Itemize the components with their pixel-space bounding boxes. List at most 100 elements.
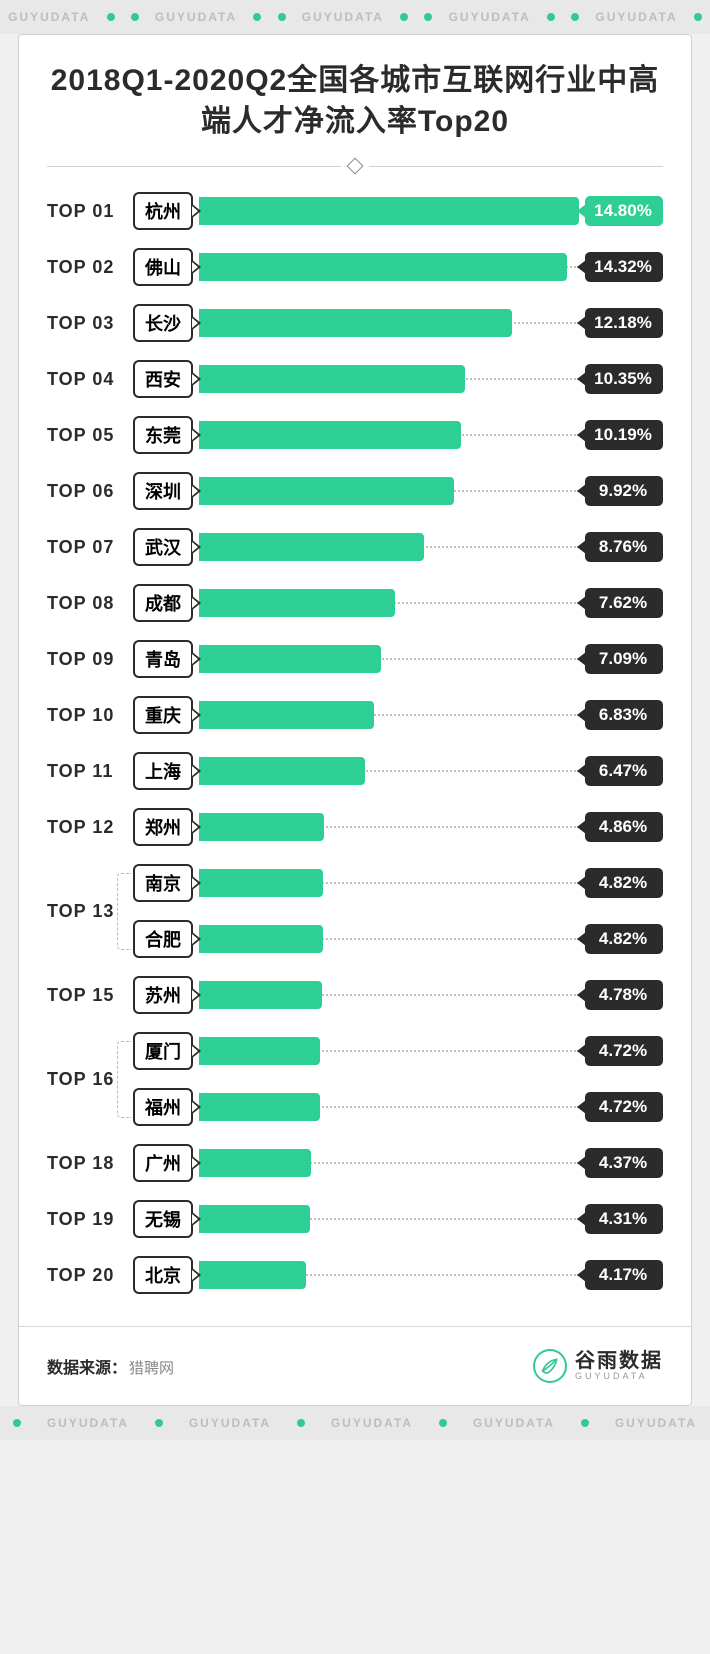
watermark-text: GUYUDATA: [155, 10, 237, 24]
city-label: 杭州: [133, 192, 193, 230]
city-label: 广州: [133, 1144, 193, 1182]
value-tag: 7.62%: [585, 588, 663, 618]
bar: [199, 813, 324, 841]
ranking-row: TOP 15苏州4.78%: [47, 976, 663, 1014]
city-arrow-icon: [192, 1268, 201, 1282]
city-arrow-icon: [192, 708, 201, 722]
rank-label: TOP 02: [47, 257, 133, 278]
bar-zone: [199, 533, 579, 561]
city-arrow-icon: [192, 988, 201, 1002]
footer: 数据来源：猎聘网 谷雨数据 GUYUDATA: [19, 1326, 691, 1405]
tie-bracket-icon: [117, 873, 131, 950]
value-tag: 9.92%: [585, 476, 663, 506]
ranking-row: TOP 08成都 7.62%: [47, 584, 663, 622]
ranking-row: TOP 18广州4.37%: [47, 1144, 663, 1182]
city-arrow-icon: [192, 316, 201, 330]
brand-logo: 谷雨数据 GUYUDATA: [533, 1349, 663, 1383]
chart-card: 2018Q1-2020Q2全国各城市互联网行业中高端人才净流入率Top20 TO…: [18, 34, 692, 1406]
value-tag: 4.86%: [585, 812, 663, 842]
bar: [199, 1149, 311, 1177]
bar-zone: [199, 1037, 579, 1065]
data-source: 数据来源：猎聘网: [47, 1354, 174, 1378]
bar-zone: [199, 869, 579, 897]
watermark-text: GUYUDATA: [449, 10, 531, 24]
city-label: 武汉: [133, 528, 193, 566]
city-label: 上海: [133, 752, 193, 790]
city-label: 苏州: [133, 976, 193, 1014]
bar-zone: [199, 645, 579, 673]
ranking-row: TOP 10重庆6.83%: [47, 696, 663, 734]
bar: [199, 981, 322, 1009]
city-label: 厦门: [133, 1032, 193, 1070]
rank-label: TOP 16: [47, 1069, 133, 1090]
city-label: 深圳: [133, 472, 193, 510]
rank-label: TOP 08: [47, 593, 133, 614]
city-label: 福州: [133, 1088, 193, 1126]
rank-label: TOP 03: [47, 313, 133, 334]
bar: [199, 533, 424, 561]
rank-label: TOP 20: [47, 1265, 133, 1286]
rank-label: TOP 05: [47, 425, 133, 446]
city-label: 北京: [133, 1256, 193, 1294]
bar: [199, 869, 323, 897]
value-tag: 4.72%: [585, 1092, 663, 1122]
bar-zone: [199, 589, 579, 617]
ranking-row: TOP 07武汉 8.76%: [47, 528, 663, 566]
bar: [199, 421, 461, 449]
bar: [199, 925, 323, 953]
bar: [199, 645, 381, 673]
rank-label: TOP 18: [47, 1153, 133, 1174]
title-block: 2018Q1-2020Q2全国各城市互联网行业中高端人才净流入率Top20: [19, 35, 691, 160]
watermark-text: GUYUDATA: [189, 1416, 271, 1430]
bar: [199, 309, 512, 337]
rank-label: TOP 01: [47, 201, 133, 222]
bar: [199, 365, 465, 393]
watermark-text: GUYUDATA: [615, 1416, 697, 1430]
value-tag: 4.31%: [585, 1204, 663, 1234]
city-arrow-icon: [192, 428, 201, 442]
city-label: 重庆: [133, 696, 193, 734]
city-label: 西安: [133, 360, 193, 398]
city-label: 长沙: [133, 304, 193, 342]
value-tag: 14.80%: [585, 196, 663, 226]
ranking-row: 厦门4.72%: [133, 1032, 663, 1070]
value-tag: 7.09%: [585, 644, 663, 674]
value-tag: 12.18%: [585, 308, 663, 338]
city-label: 南京: [133, 864, 193, 902]
rank-label: TOP 15: [47, 985, 133, 1006]
bar: [199, 197, 579, 225]
bar: [199, 1093, 320, 1121]
city-arrow-icon: [192, 820, 201, 834]
ranking-row: TOP 01杭州 14.80%: [47, 192, 663, 230]
tie-bracket-icon: [117, 1041, 131, 1118]
ranking-row: 合肥4.82%: [133, 920, 663, 958]
watermark-text: GUYUDATA: [47, 1416, 129, 1430]
value-tag: 8.76%: [585, 532, 663, 562]
title-divider: [19, 160, 691, 192]
bar-zone: [199, 477, 579, 505]
bar-zone: [199, 1149, 579, 1177]
city-label: 东莞: [133, 416, 193, 454]
bar-zone: [199, 1205, 579, 1233]
ranking-row: TOP 05东莞 10.19%: [47, 416, 663, 454]
value-tag: 4.82%: [585, 868, 663, 898]
bar: [199, 253, 567, 281]
logo-text-cn: 谷雨数据: [575, 1350, 663, 1372]
rank-label: TOP 10: [47, 705, 133, 726]
ranking-row: TOP 12郑州4.86%: [47, 808, 663, 846]
city-arrow-icon: [192, 1100, 201, 1114]
bar-zone: [199, 701, 579, 729]
city-label: 青岛: [133, 640, 193, 678]
rank-label: TOP 07: [47, 537, 133, 558]
value-tag: 4.82%: [585, 924, 663, 954]
bar: [199, 757, 365, 785]
value-tag: 10.19%: [585, 420, 663, 450]
city-label: 郑州: [133, 808, 193, 846]
chart-title: 2018Q1-2020Q2全国各城市互联网行业中高端人才净流入率Top20: [47, 61, 663, 142]
tie-group: TOP 13南京4.82%合肥4.82%: [47, 864, 663, 958]
city-arrow-icon: [192, 876, 201, 890]
bar: [199, 1261, 306, 1289]
city-label: 成都: [133, 584, 193, 622]
city-arrow-icon: [192, 484, 201, 498]
source-value: 猎聘网: [129, 1360, 174, 1377]
